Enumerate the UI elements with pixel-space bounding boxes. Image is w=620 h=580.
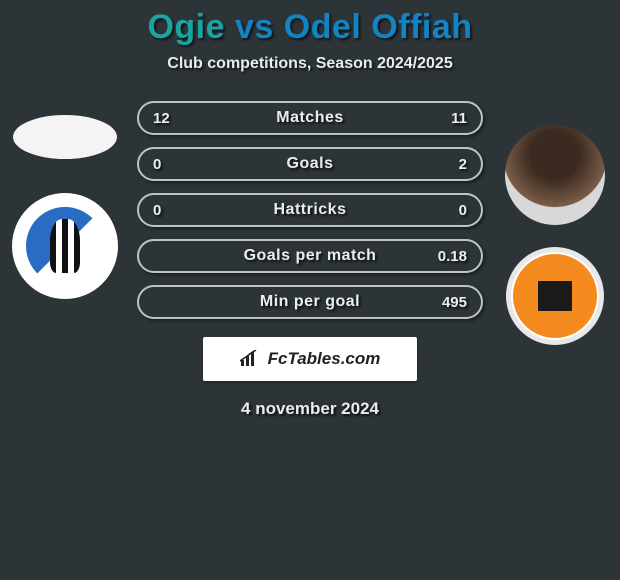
player1-name: Ogie: [147, 8, 225, 46]
player2-name: Odel Offiah: [284, 8, 473, 46]
vs-text: vs: [235, 8, 274, 46]
gillingham-badge-icon: [22, 203, 108, 289]
stat-label: Goals: [287, 155, 334, 173]
p2-value: 2: [423, 156, 467, 173]
p2-value: 495: [423, 294, 467, 311]
p2-value: 11: [423, 110, 467, 127]
player2-avatar: [505, 125, 605, 225]
left-column: [10, 115, 120, 299]
stat-row-min-per-goal: Min per goal 495: [137, 285, 483, 319]
p1-value: 0: [153, 202, 197, 219]
stat-row-goals-per-match: Goals per match 0.18: [137, 239, 483, 273]
stat-label: Hattricks: [274, 201, 347, 219]
page-title: Ogie vs Odel Offiah: [0, 8, 620, 47]
bar-chart-icon: [240, 350, 262, 368]
p1-value: 12: [153, 110, 197, 127]
brand-text: FcTables.com: [268, 349, 381, 369]
stat-row-matches: 12 Matches 11: [137, 101, 483, 135]
player2-club-badge: [506, 247, 604, 345]
p1-value: 0: [153, 156, 197, 173]
p2-value: 0: [423, 202, 467, 219]
stat-label: Min per goal: [260, 293, 360, 311]
footer-date: 4 november 2024: [0, 399, 620, 419]
stat-label: Matches: [276, 109, 344, 127]
right-column: [500, 125, 610, 345]
player1-club-badge: [12, 193, 118, 299]
subtitle: Club competitions, Season 2024/2025: [0, 55, 620, 73]
comparison-card: Ogie vs Odel Offiah Club competitions, S…: [0, 0, 620, 419]
p2-value: 0.18: [423, 248, 467, 265]
stat-row-hattricks: 0 Hattricks 0: [137, 193, 483, 227]
brand-link[interactable]: FcTables.com: [203, 337, 417, 381]
stat-label: Goals per match: [244, 247, 377, 265]
blackpool-badge-icon: [538, 281, 572, 311]
player1-avatar: [13, 115, 117, 159]
stats-rows: 12 Matches 11 0 Goals 2 0 Hattricks 0 Go…: [137, 101, 483, 319]
stat-row-goals: 0 Goals 2: [137, 147, 483, 181]
